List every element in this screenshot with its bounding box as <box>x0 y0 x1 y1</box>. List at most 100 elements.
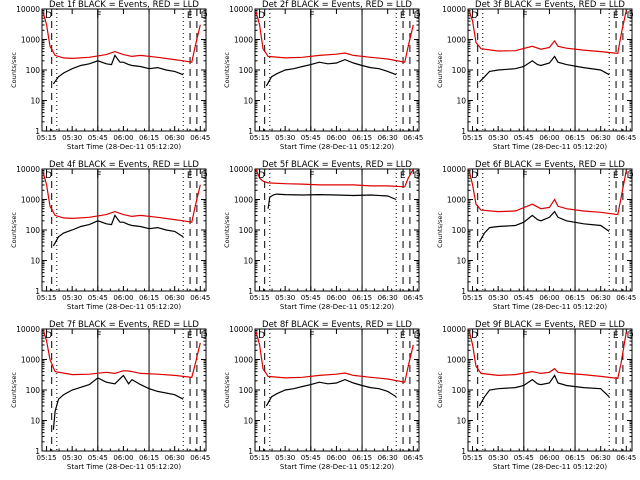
y-tick-label: 100 <box>239 226 254 235</box>
phase-marker: D <box>471 11 478 21</box>
phase-marker: E <box>187 11 193 21</box>
x-tick-label: 06:30 <box>378 134 398 142</box>
x-tick-label: 05:15 <box>249 134 269 142</box>
y-tick-label: 10 <box>30 417 40 426</box>
x-tick-label: 06:45 <box>616 294 636 302</box>
panel-title: Det 5f BLACK = Events, RED = LLD <box>262 160 412 170</box>
y-axis-label: Counts/sec <box>10 372 18 408</box>
x-tick-label: 06:15 <box>565 454 585 462</box>
y-tick-label: 100 <box>452 66 467 75</box>
events-series-line <box>52 214 184 247</box>
y-tick-label: 10000 <box>229 325 253 334</box>
y-tick-label: 10000 <box>229 165 253 174</box>
x-tick-label: 06:15 <box>139 134 159 142</box>
phase-marker: E <box>187 331 193 341</box>
y-tick-label: 10 <box>30 97 40 106</box>
lld-series-line <box>255 168 414 188</box>
phase-marker: D <box>627 331 634 341</box>
y-tick-label: 10 <box>243 417 253 426</box>
y-tick-label: 100 <box>26 386 41 395</box>
phase-marker: F <box>522 11 527 21</box>
x-tick-label: 05:45 <box>514 294 534 302</box>
x-tick-label: 06:30 <box>591 454 611 462</box>
x-tick-label: 05:15 <box>36 134 56 142</box>
y-tick-label: 10000 <box>229 5 253 14</box>
plot-frame <box>254 168 420 292</box>
events-series-line <box>265 378 397 407</box>
det-6f-panel: Det 6f BLACK = Events, RED = LLD 1 10 100 10… <box>436 160 636 311</box>
x-tick-label: 06:00 <box>113 134 133 142</box>
y-axis-label: Counts/sec <box>436 212 444 248</box>
x-tick-label: 06:30 <box>165 454 185 462</box>
x-tick-label: 06:15 <box>352 454 372 462</box>
phase-marker: F <box>522 171 527 181</box>
phase-marker: F <box>309 171 314 181</box>
phase-marker: D <box>201 171 208 181</box>
x-tick-label: 06:45 <box>403 134 423 142</box>
x-tick-label: 05:30 <box>275 454 295 462</box>
x-tick-label: 06:00 <box>113 294 133 302</box>
lld-series-line <box>42 171 201 223</box>
y-tick-label: 100 <box>26 226 41 235</box>
y-tick-label: 1 <box>35 127 40 136</box>
plot-frame <box>254 8 420 132</box>
phase-marker: D <box>414 171 421 181</box>
phase-marker: E <box>187 171 193 181</box>
lld-series-line <box>468 170 627 216</box>
x-tick-label: 06:00 <box>326 294 346 302</box>
x-tick-label: 05:30 <box>488 134 508 142</box>
y-tick-label: 10000 <box>16 165 40 174</box>
phase-marker: E <box>613 331 619 341</box>
y-tick-label: 10 <box>456 417 466 426</box>
x-tick-label: 06:45 <box>403 454 423 462</box>
phase-marker: D <box>45 171 52 181</box>
lld-series-line <box>42 328 201 378</box>
y-axis-label: Counts/sec <box>436 372 444 408</box>
x-tick-label: 06:30 <box>378 454 398 462</box>
x-tick-label: 06:15 <box>352 134 372 142</box>
phase-marker: D <box>414 331 421 341</box>
plot-frame <box>41 168 207 292</box>
phase-marker: D <box>258 331 265 341</box>
x-tick-label: 05:45 <box>88 134 108 142</box>
x-tick-label: 06:15 <box>565 294 585 302</box>
x-tick-label: 06:00 <box>539 454 559 462</box>
x-tick-label: 06:30 <box>165 134 185 142</box>
x-tick-label: 05:30 <box>488 454 508 462</box>
x-axis-label: Start Time (28-Dec-11 05:12:20) <box>280 463 394 471</box>
panel-title: Det 2f BLACK = Events, RED = LLD <box>262 0 412 10</box>
y-axis-label: Counts/sec <box>223 372 231 408</box>
phase-marker: E <box>400 331 406 341</box>
det-5f-panel: Det 5f BLACK = Events, RED = LLD 1 10 100 10… <box>223 160 423 311</box>
panel-title: Det 8f BLACK = Events, RED = LLD <box>262 320 412 330</box>
phase-marker: E <box>400 171 406 181</box>
det-4f-panel: Det 4f BLACK = Events, RED = LLD 1 10 100 10… <box>10 160 210 311</box>
x-tick-label: 06:30 <box>165 294 185 302</box>
x-axis-label: Start Time (28-Dec-11 05:12:20) <box>67 463 181 471</box>
x-tick-label: 06:15 <box>139 454 159 462</box>
y-tick-label: 100 <box>239 66 254 75</box>
events-series-line <box>267 193 397 209</box>
x-tick-label: 05:45 <box>301 134 321 142</box>
events-series-line <box>478 210 610 243</box>
y-tick-label: 1000 <box>447 356 466 365</box>
x-tick-label: 05:30 <box>62 134 82 142</box>
x-axis-label: Start Time (28-Dec-11 05:12:20) <box>67 143 181 151</box>
y-tick-label: 1000 <box>234 356 253 365</box>
x-tick-label: 06:00 <box>539 134 559 142</box>
phase-marker: F <box>309 11 314 21</box>
x-tick-label: 05:15 <box>36 294 56 302</box>
y-tick-label: 1000 <box>447 196 466 205</box>
y-tick-label: 100 <box>26 66 41 75</box>
x-tick-label: 06:45 <box>616 134 636 142</box>
events-series-line <box>52 374 184 430</box>
x-tick-label: 05:15 <box>249 454 269 462</box>
x-tick-label: 06:00 <box>113 454 133 462</box>
y-tick-label: 1 <box>461 127 466 136</box>
panel-title: Det 9f BLACK = Events, RED = LLD <box>475 320 625 330</box>
det-3f-panel: Det 3f BLACK = Events, RED = LLD 1 10 100 10… <box>436 0 636 151</box>
y-tick-label: 1 <box>461 287 466 296</box>
y-tick-label: 1000 <box>234 196 253 205</box>
x-tick-label: 06:45 <box>403 294 423 302</box>
